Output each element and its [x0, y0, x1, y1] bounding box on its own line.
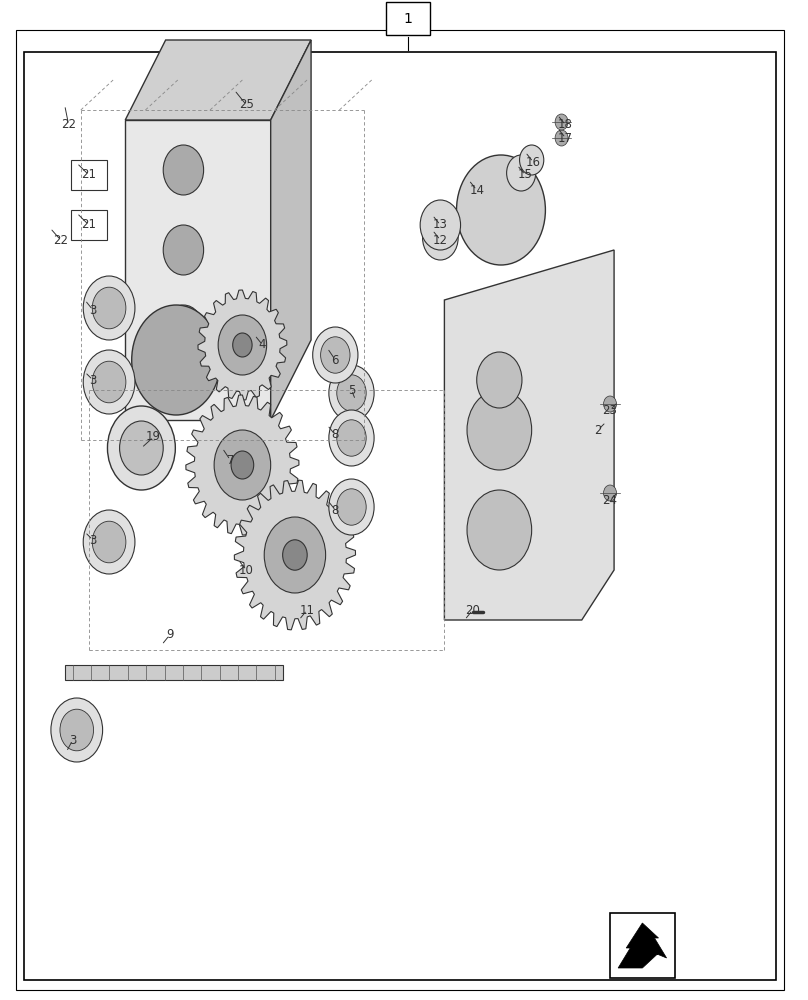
Text: 5: 5 — [347, 383, 356, 396]
Circle shape — [163, 225, 204, 275]
Circle shape — [477, 352, 522, 408]
Circle shape — [555, 114, 568, 130]
Circle shape — [264, 517, 326, 593]
FancyBboxPatch shape — [71, 160, 107, 190]
Text: 16: 16 — [526, 155, 541, 168]
Polygon shape — [65, 665, 283, 680]
Circle shape — [92, 361, 126, 403]
Circle shape — [163, 305, 204, 355]
Circle shape — [92, 521, 126, 563]
Circle shape — [604, 396, 617, 412]
Text: 4: 4 — [259, 338, 267, 352]
Circle shape — [329, 410, 374, 466]
Circle shape — [337, 420, 366, 456]
Circle shape — [329, 365, 374, 421]
Circle shape — [457, 155, 545, 265]
Circle shape — [321, 337, 350, 373]
Circle shape — [233, 333, 252, 357]
Text: 25: 25 — [239, 99, 254, 111]
Circle shape — [92, 287, 126, 329]
Text: 7: 7 — [226, 454, 234, 466]
Circle shape — [132, 305, 221, 415]
Circle shape — [107, 406, 175, 490]
Circle shape — [83, 276, 135, 340]
Circle shape — [120, 421, 163, 475]
Text: 14: 14 — [469, 184, 484, 196]
Circle shape — [283, 540, 307, 570]
Text: 8: 8 — [331, 504, 339, 516]
Circle shape — [83, 350, 135, 414]
Text: 3: 3 — [89, 534, 97, 546]
Circle shape — [604, 485, 617, 501]
FancyBboxPatch shape — [386, 2, 430, 35]
Text: 3: 3 — [69, 734, 77, 746]
Text: 18: 18 — [558, 118, 573, 131]
Circle shape — [507, 155, 536, 191]
Text: 13: 13 — [433, 219, 448, 232]
Polygon shape — [271, 40, 311, 420]
Text: 10: 10 — [239, 564, 254, 576]
Circle shape — [163, 145, 204, 195]
Text: 15: 15 — [518, 168, 532, 182]
Circle shape — [423, 216, 458, 260]
Circle shape — [313, 327, 358, 383]
Text: 6: 6 — [331, 354, 339, 366]
Text: 3: 3 — [89, 373, 97, 386]
Circle shape — [214, 430, 271, 500]
Polygon shape — [444, 250, 614, 620]
Circle shape — [231, 451, 254, 479]
Text: 22: 22 — [53, 233, 68, 246]
Circle shape — [467, 490, 532, 570]
Polygon shape — [618, 923, 667, 968]
Text: 21: 21 — [82, 219, 96, 232]
Circle shape — [337, 375, 366, 411]
Text: 19: 19 — [146, 430, 161, 444]
Text: 11: 11 — [300, 603, 314, 616]
Text: 24: 24 — [603, 493, 617, 506]
Circle shape — [60, 709, 94, 751]
Text: 9: 9 — [166, 629, 174, 642]
Polygon shape — [125, 120, 271, 420]
FancyBboxPatch shape — [71, 210, 107, 240]
Circle shape — [51, 698, 103, 762]
Circle shape — [337, 489, 366, 525]
Text: 22: 22 — [61, 118, 76, 131]
Circle shape — [555, 130, 568, 146]
Polygon shape — [186, 395, 299, 535]
Circle shape — [329, 479, 374, 535]
Polygon shape — [125, 40, 311, 120]
Text: 8: 8 — [331, 428, 339, 442]
Text: 20: 20 — [465, 603, 480, 616]
Circle shape — [218, 315, 267, 375]
Text: 3: 3 — [89, 304, 97, 316]
Circle shape — [83, 510, 135, 574]
Text: 17: 17 — [558, 131, 573, 144]
Text: 1: 1 — [404, 12, 412, 26]
Circle shape — [467, 390, 532, 470]
Text: 2: 2 — [594, 424, 602, 436]
Text: 23: 23 — [603, 403, 617, 416]
Text: 12: 12 — [433, 233, 448, 246]
Circle shape — [420, 200, 461, 250]
Polygon shape — [198, 290, 287, 400]
Text: 21: 21 — [82, 168, 96, 182]
Polygon shape — [234, 480, 356, 630]
FancyBboxPatch shape — [610, 913, 675, 978]
Circle shape — [520, 145, 544, 175]
